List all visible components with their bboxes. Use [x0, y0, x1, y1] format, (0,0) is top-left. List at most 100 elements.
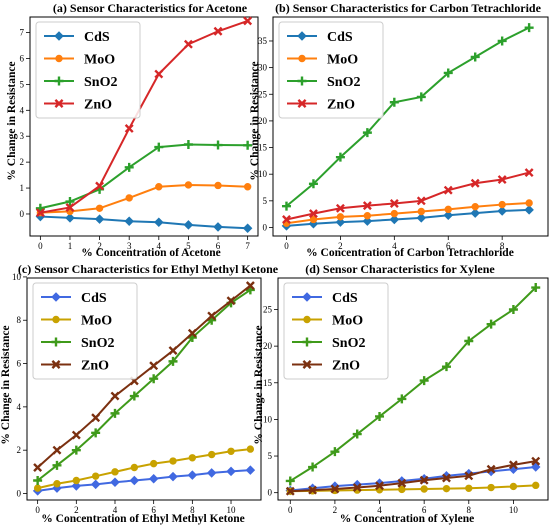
data-point [470, 52, 480, 62]
data-point [352, 429, 362, 439]
data-point [486, 319, 496, 329]
legend-swatch-marker [302, 360, 312, 369]
legend-item-moo: MoO [287, 53, 358, 68]
data-point [187, 470, 198, 480]
data-point [183, 39, 193, 49]
data-point [95, 204, 104, 212]
data-point [470, 208, 480, 218]
legend-swatch-marker [52, 315, 60, 324]
y-tick-label: 8 [17, 315, 22, 325]
data-point [335, 217, 346, 227]
data-point [471, 202, 479, 211]
legend-item-zno: ZnO [41, 359, 109, 374]
data-point [464, 336, 474, 346]
legend-swatch-marker [297, 76, 307, 86]
data-point [362, 216, 373, 226]
panel-title: (c) Sensor Characteristics for Ethyl Met… [18, 262, 279, 276]
x-axis-label: % Concentration of Acetone [81, 247, 221, 259]
data-point [188, 454, 197, 462]
data-point [110, 477, 120, 488]
legend-swatch-marker [302, 337, 312, 347]
y-tick-label: 0 [263, 222, 268, 232]
panel-carbon-tetrachloride: (b) Sensor Characteristics for Carbon Te… [249, 1, 549, 259]
data-point [362, 201, 372, 211]
series-zno [282, 168, 534, 224]
data-point [389, 199, 399, 208]
data-point [154, 217, 164, 228]
x-tick-label: 0 [35, 505, 40, 515]
series-line [290, 460, 536, 493]
data-point [508, 305, 518, 315]
y-tick-label: 5 [268, 451, 273, 461]
data-point [245, 281, 255, 291]
x-tick-label: 10 [509, 505, 519, 515]
series-line [40, 183, 248, 214]
data-point [149, 374, 159, 384]
data-point [35, 208, 45, 218]
data-point [509, 482, 518, 491]
data-point [168, 471, 178, 482]
y-tick-label: 5 [263, 196, 268, 206]
legend-swatch-marker [51, 337, 61, 347]
x-tick-label: 2 [74, 505, 79, 515]
y-tick-label: 3 [20, 131, 25, 141]
legend-item-cds: CdS [44, 30, 110, 45]
x-tick-label: 10 [227, 505, 237, 515]
x-tick-label: 4 [113, 505, 118, 515]
data-point [465, 484, 473, 492]
series-line [286, 171, 530, 221]
x-axis-label: % Concentration of Carbon Tetrachloride [306, 247, 514, 259]
series-line [40, 143, 248, 210]
data-point [91, 428, 101, 438]
y-axis-label: % Change in Resistance [249, 61, 261, 180]
x-tick-label: 4 [377, 505, 382, 515]
legend-label: SnO2 [332, 336, 365, 351]
data-point [285, 486, 295, 496]
legend-item-cds: CdS [41, 291, 107, 306]
data-point [149, 459, 158, 468]
data-point [416, 196, 426, 206]
data-point [52, 445, 62, 455]
y-tick-label: 2 [17, 445, 22, 455]
data-point [417, 207, 425, 216]
data-point [124, 162, 134, 172]
plot-frame [29, 16, 259, 237]
data-point [330, 484, 340, 494]
legend-label: MoO [81, 314, 112, 329]
y-tick-label: 20 [258, 116, 268, 126]
legend-label: SnO2 [327, 75, 360, 90]
y-tick-label: 15 [263, 378, 273, 388]
plot-frame [272, 16, 549, 237]
x-tick-label: 8 [500, 241, 505, 251]
legend-item-moo: MoO [44, 53, 115, 68]
data-point [168, 346, 178, 356]
data-point [486, 464, 496, 474]
y-tick-label: 0 [17, 489, 22, 499]
series-line [290, 484, 536, 493]
data-point [71, 430, 81, 440]
data-point [308, 209, 318, 219]
legend-label: CdS [332, 291, 358, 306]
series-sno2 [33, 285, 255, 486]
x-tick-label: 5 [186, 241, 191, 251]
series-line [37, 289, 251, 482]
data-point [52, 460, 62, 470]
legend-frame [283, 282, 389, 380]
data-point [524, 205, 534, 215]
x-tick-label: 3 [127, 241, 132, 251]
panel-title: (a) Sensor Characteristics for Acetone [53, 1, 248, 15]
legend: CdS MoO SnO2 ZnO [35, 21, 141, 119]
y-axis-label: % Change in Resistance [0, 325, 12, 444]
x-tick-label: 7 [245, 241, 250, 251]
data-point [498, 200, 506, 209]
data-point [443, 68, 453, 78]
data-point [420, 485, 428, 493]
legend-item-zno: ZnO [44, 98, 112, 113]
series-sno2 [35, 140, 253, 213]
series-line [40, 215, 248, 230]
data-point [71, 481, 82, 491]
legend-label: ZnO [332, 359, 360, 374]
y-tick-label: 30 [258, 63, 268, 73]
legend: CdS MoO SnO2 ZnO [283, 282, 389, 380]
